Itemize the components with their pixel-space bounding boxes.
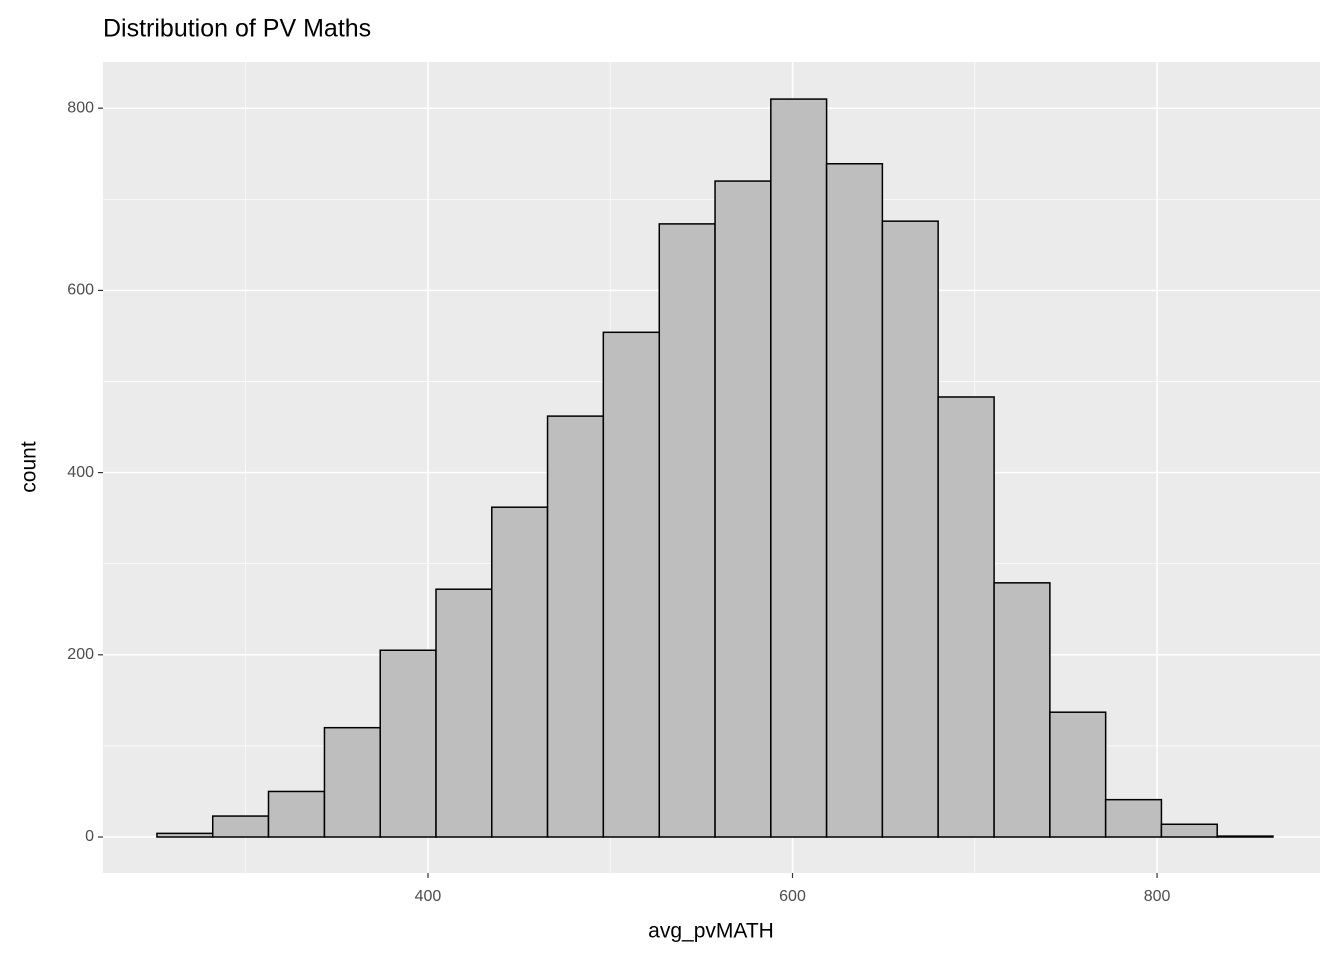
y-tick-label: 200 <box>67 646 94 663</box>
bar <box>658 223 716 838</box>
y-tick-label: 0 <box>85 828 94 845</box>
bar <box>1160 823 1218 838</box>
bar <box>937 396 995 838</box>
bar <box>770 98 828 838</box>
y-tick-label: 800 <box>67 99 94 116</box>
bar <box>1049 711 1107 838</box>
bar <box>1104 798 1163 838</box>
bar <box>546 415 605 838</box>
bar <box>881 220 939 838</box>
bar <box>602 331 661 838</box>
bar <box>323 726 381 838</box>
bar <box>156 832 214 838</box>
bar <box>211 815 270 838</box>
bar <box>993 582 1051 838</box>
x-tick-label: 400 <box>415 888 442 905</box>
bar <box>491 506 549 838</box>
y-tick-label: 600 <box>67 282 94 299</box>
x-tick-label: 600 <box>779 888 806 905</box>
bar <box>435 588 493 838</box>
y-axis-title: count <box>18 441 41 493</box>
bar <box>825 163 884 838</box>
x-tick-label: 800 <box>1144 888 1171 905</box>
chart-title: Distribution of PV Maths <box>103 15 371 43</box>
bar <box>379 649 437 838</box>
y-tick-label: 400 <box>67 464 94 481</box>
bar <box>267 790 326 838</box>
bar <box>1216 835 1274 838</box>
bar <box>714 180 772 838</box>
x-axis-title: avg_pvMATH <box>648 920 774 943</box>
